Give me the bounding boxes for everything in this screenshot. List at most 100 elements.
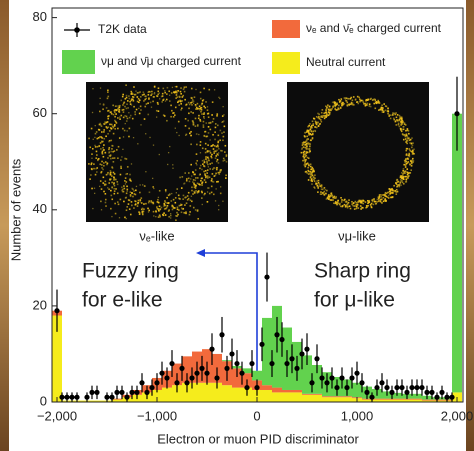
hit	[381, 194, 383, 196]
hit	[350, 101, 353, 104]
hit	[212, 193, 215, 196]
hit	[153, 85, 156, 88]
hit	[406, 173, 409, 176]
hit	[112, 157, 114, 160]
hit	[225, 155, 228, 158]
hit	[211, 114, 213, 116]
hit	[191, 101, 193, 103]
hit	[179, 99, 181, 102]
hit	[378, 102, 381, 104]
data-point	[89, 389, 95, 395]
hit	[380, 196, 382, 198]
hit	[203, 159, 205, 162]
data-point	[239, 370, 245, 376]
hit	[313, 170, 315, 173]
hit	[114, 105, 117, 108]
hit	[384, 191, 387, 194]
hit	[325, 105, 327, 108]
hit	[91, 111, 94, 114]
y-tick-label: 60	[33, 105, 47, 120]
hit	[205, 158, 207, 160]
hit	[300, 151, 303, 154]
hit	[401, 128, 403, 131]
hit	[189, 132, 191, 135]
hit	[351, 99, 354, 102]
hit	[392, 112, 394, 114]
hit	[346, 105, 349, 107]
hit	[208, 176, 211, 179]
hit	[326, 115, 328, 117]
hit	[181, 208, 184, 210]
data-point	[74, 394, 80, 400]
hit	[336, 201, 339, 204]
hit	[203, 193, 205, 196]
hit	[170, 212, 172, 215]
annotation: for e-like	[82, 289, 163, 312]
hit	[198, 114, 200, 117]
hit	[152, 96, 155, 98]
hit	[102, 146, 104, 149]
hit	[320, 188, 323, 191]
hit	[192, 112, 194, 114]
hit	[113, 173, 116, 175]
hit	[403, 123, 406, 125]
bar-segment	[282, 392, 292, 402]
bar-segment	[322, 396, 332, 398]
hit	[129, 100, 131, 103]
hit	[365, 99, 367, 102]
hit	[116, 201, 119, 203]
hit	[355, 205, 358, 208]
hit	[219, 171, 221, 174]
hit	[207, 163, 209, 166]
hit	[411, 159, 414, 161]
hit	[395, 119, 398, 121]
hit	[170, 115, 172, 118]
data-point	[184, 380, 190, 386]
hit	[221, 132, 223, 134]
hit	[184, 172, 187, 174]
hit	[408, 152, 410, 155]
hit	[119, 104, 121, 107]
data-point	[394, 384, 400, 391]
hit	[183, 87, 185, 90]
hit	[301, 147, 304, 149]
hit	[347, 201, 350, 204]
hit	[140, 124, 142, 126]
hit	[189, 205, 192, 207]
hit	[309, 133, 312, 135]
hit	[174, 201, 177, 204]
hit	[165, 190, 167, 193]
hit	[132, 93, 134, 95]
hit	[183, 86, 186, 89]
data-point	[289, 356, 295, 362]
hit	[195, 191, 197, 193]
data-point	[359, 380, 365, 386]
hit	[201, 182, 203, 185]
legend-marker	[74, 27, 80, 33]
hit	[393, 118, 396, 121]
hit	[409, 149, 411, 152]
hit	[113, 190, 116, 192]
hit	[395, 193, 398, 195]
hit	[121, 95, 124, 98]
hit	[177, 90, 179, 92]
hit	[129, 191, 132, 193]
hit	[405, 134, 408, 137]
hit	[324, 116, 326, 118]
hit	[139, 191, 141, 194]
hit	[94, 136, 96, 139]
data-point	[364, 389, 370, 395]
hit	[134, 111, 136, 113]
hit	[97, 159, 99, 162]
hit	[402, 138, 405, 141]
bar-segment	[412, 398, 422, 400]
hit	[302, 143, 305, 146]
hit	[205, 175, 207, 178]
hit	[390, 188, 393, 191]
hit	[209, 139, 211, 141]
hit	[194, 117, 197, 120]
hit	[389, 192, 392, 194]
hit	[138, 211, 140, 213]
hit	[305, 154, 307, 157]
hit	[137, 201, 139, 204]
